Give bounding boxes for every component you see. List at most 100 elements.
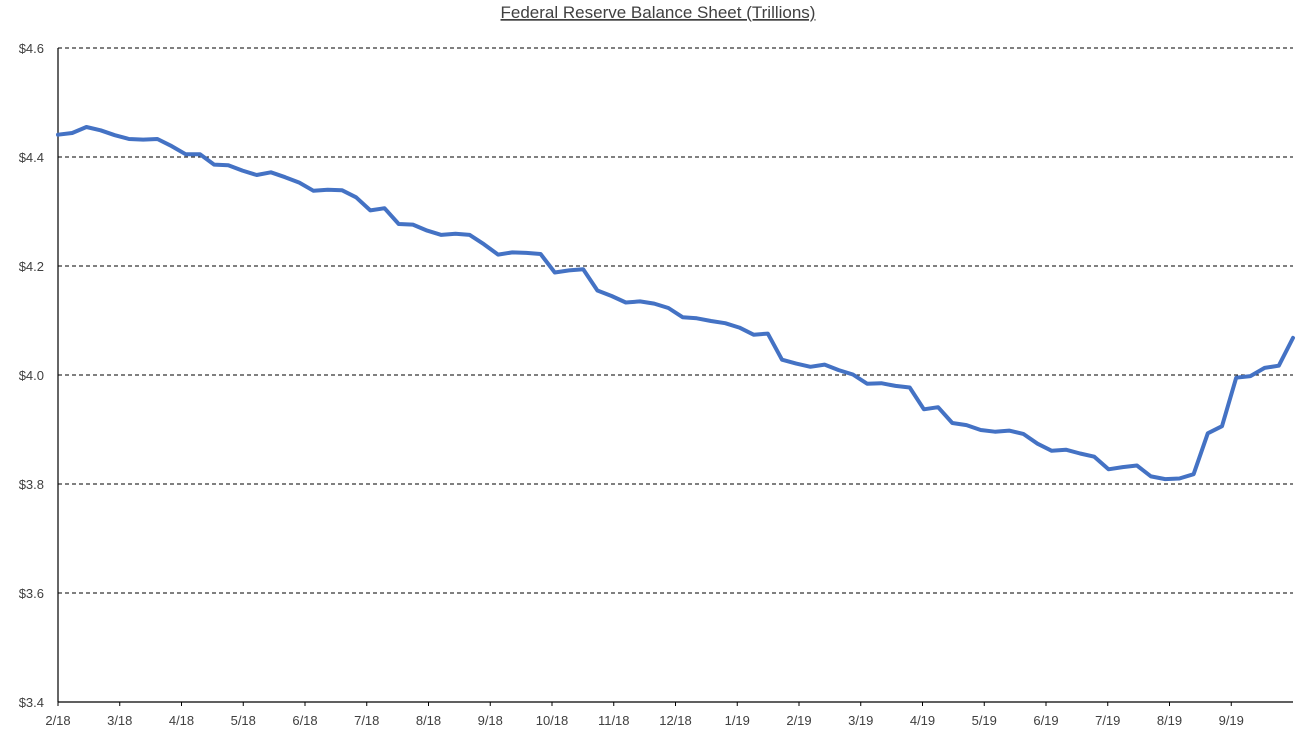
data-point [170,144,174,148]
data-point [1163,477,1167,481]
data-point [99,128,103,132]
x-tick-label: 10/18 [536,713,569,728]
x-tick-label: 5/19 [972,713,997,728]
data-point [297,181,301,185]
data-point [113,133,117,137]
data-point [70,131,74,135]
x-tick-label: 1/19 [725,713,750,728]
x-tick-label: 7/18 [354,713,379,728]
data-point [794,362,798,366]
data-point [652,302,656,306]
data-point [581,267,585,271]
data-point [666,306,670,310]
data-point [737,326,741,330]
data-point [1177,477,1181,481]
data-point [808,365,812,369]
y-tick-label: $4.6 [19,41,44,56]
x-tick-label: 8/19 [1157,713,1182,728]
x-tick-label: 4/18 [169,713,194,728]
data-point [993,430,997,434]
data-point [127,137,131,141]
data-point [567,268,571,272]
data-point [368,208,372,212]
data-point [1106,467,1110,471]
data-point [936,405,940,409]
data-point [184,152,188,156]
data-point [496,253,500,257]
y-tick-label: $4.0 [19,368,44,383]
data-point [1277,364,1281,368]
data-point [823,363,827,367]
data-point [255,173,259,177]
data-point [681,315,685,319]
data-point [241,169,245,173]
y-tick-label: $3.6 [19,586,44,601]
x-axis-tick-labels: 2/18 3/18 4/18 5/18 6/18 7/18 8/18 9/18 10/18 11/… [45,713,1244,728]
data-point [709,319,713,323]
data-point [468,233,472,237]
data-point [1007,429,1011,433]
x-tick-label: 6/19 [1033,713,1058,728]
x-tick-label: 12/18 [659,713,692,728]
data-point [638,299,642,303]
series-line [56,125,1295,482]
data-point [411,223,415,227]
x-tick-label: 11/18 [598,713,630,728]
data-point [1263,366,1267,370]
data-point [141,138,145,142]
data-point [340,188,344,192]
data-point [695,316,699,320]
data-point [837,368,841,372]
y-tick-label: $3.4 [19,695,44,710]
data-point [1064,448,1068,452]
data-point [553,271,557,275]
data-point [1021,432,1025,436]
data-point [1050,449,1054,453]
data-point [865,382,869,386]
data-point [723,321,727,325]
data-point [198,152,202,156]
data-point [1291,336,1295,340]
data-point [539,252,543,256]
data-point [979,428,983,432]
x-tick-label: 4/19 [910,713,935,728]
y-tick-label: $4.2 [19,259,44,274]
x-tick-label: 2/19 [786,713,811,728]
axes [57,48,1293,706]
x-tick-label: 7/19 [1095,713,1120,728]
data-point [226,163,230,167]
data-point [595,289,599,293]
x-tick-label: 3/19 [848,713,873,728]
y-axis-tick-labels: $3.4 $3.6 $3.8 $4.0 $4.2 $4.4 $4.6 [19,41,44,710]
chart-title: Federal Reserve Balance Sheet (Trillions… [501,3,816,22]
data-point [1149,474,1153,478]
data-point [312,189,316,193]
data-point [894,384,898,388]
data-point [382,206,386,210]
data-point [610,294,614,298]
data-point [326,188,330,192]
data-point [1248,374,1252,378]
data-point [397,222,401,226]
data-point [1220,424,1224,428]
x-tick-label: 5/18 [231,713,256,728]
y-tick-label: $3.8 [19,477,44,492]
data-point [155,137,159,141]
data-point [283,175,287,179]
data-point [269,170,273,174]
data-point [1121,465,1125,469]
data-point [851,372,855,376]
data-point [1234,376,1238,380]
x-tick-label: 9/18 [478,713,503,728]
data-point [439,233,443,237]
x-tick-label: 9/19 [1219,713,1244,728]
data-point [922,407,926,411]
data-point [950,421,954,425]
gridlines [58,47,1293,594]
data-point [425,229,429,233]
data-point [84,125,88,129]
data-point [965,423,969,427]
data-point [1192,472,1196,476]
